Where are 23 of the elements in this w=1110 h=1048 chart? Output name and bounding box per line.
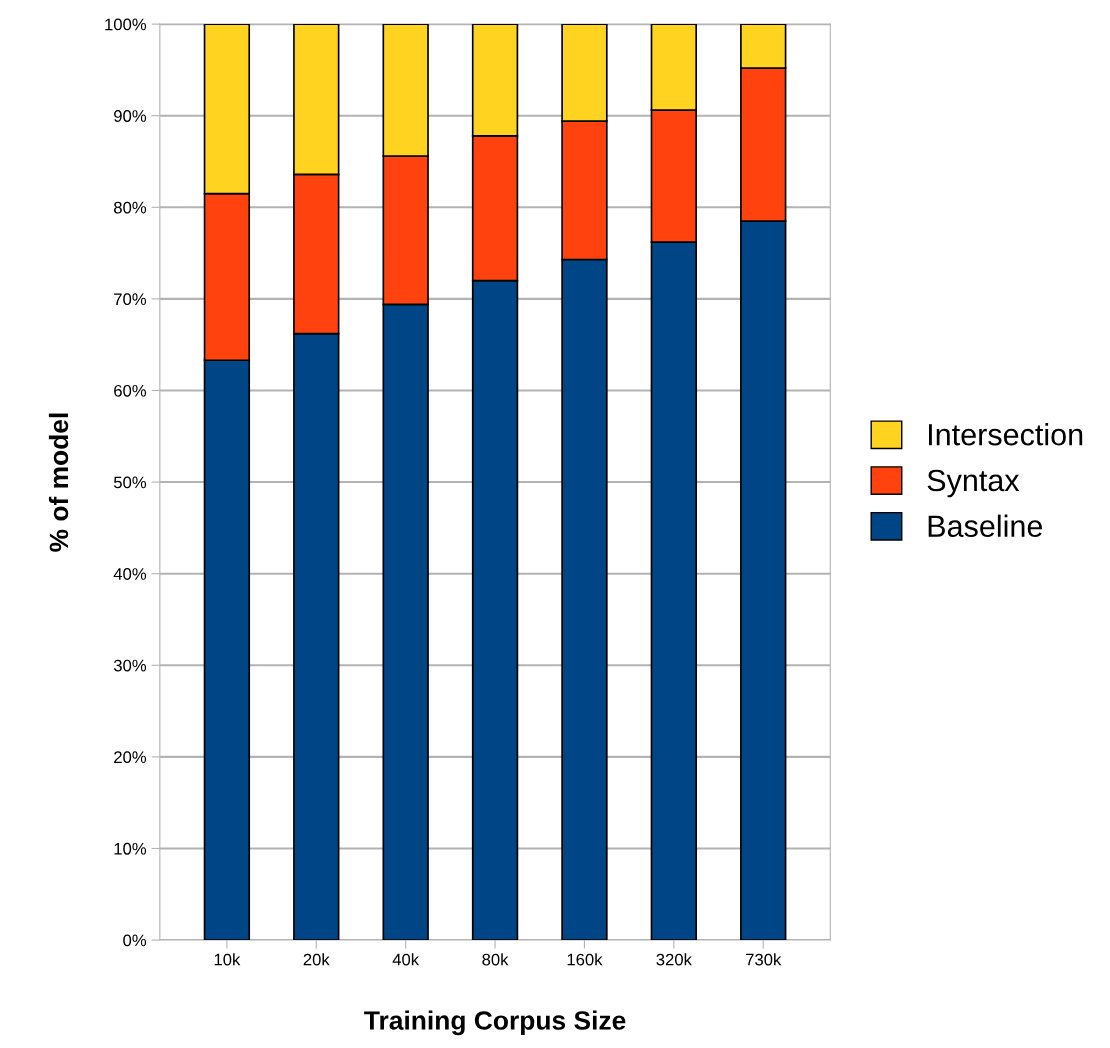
legend-label: Intersection bbox=[929, 423, 1083, 446]
x-tick-label: 320k bbox=[656, 953, 692, 966]
x-axis-title: Training Corpus Size bbox=[364, 1010, 626, 1036]
x-tick-label: 160k bbox=[567, 953, 603, 966]
y-tick-label: 20% bbox=[114, 751, 147, 764]
x-tick-label: 730k bbox=[746, 953, 782, 966]
x-tick-label: 40k bbox=[392, 953, 420, 966]
y-tick-label: 40% bbox=[113, 568, 147, 580]
y-tick-label: 10% bbox=[114, 842, 147, 855]
y-tick-label: 100% bbox=[105, 18, 147, 31]
y-tick-label: 60% bbox=[114, 384, 147, 397]
y-tick-label: 0% bbox=[123, 934, 147, 947]
x-tick-label: 10k bbox=[214, 953, 241, 966]
y-tick-label: 90% bbox=[114, 110, 147, 122]
legend-label: Baseline bbox=[928, 514, 1043, 538]
x-tick-label: 80k bbox=[482, 953, 509, 966]
x-tick-label: 20k bbox=[303, 953, 330, 966]
legend-label: Syntax bbox=[927, 469, 1020, 498]
y-tick-label: 30% bbox=[113, 659, 147, 672]
y-axis-title: % of model bbox=[48, 413, 69, 552]
y-tick-label: 70% bbox=[114, 293, 147, 306]
y-tick-label: 50% bbox=[113, 476, 147, 489]
y-tick-label: 80% bbox=[114, 201, 147, 214]
